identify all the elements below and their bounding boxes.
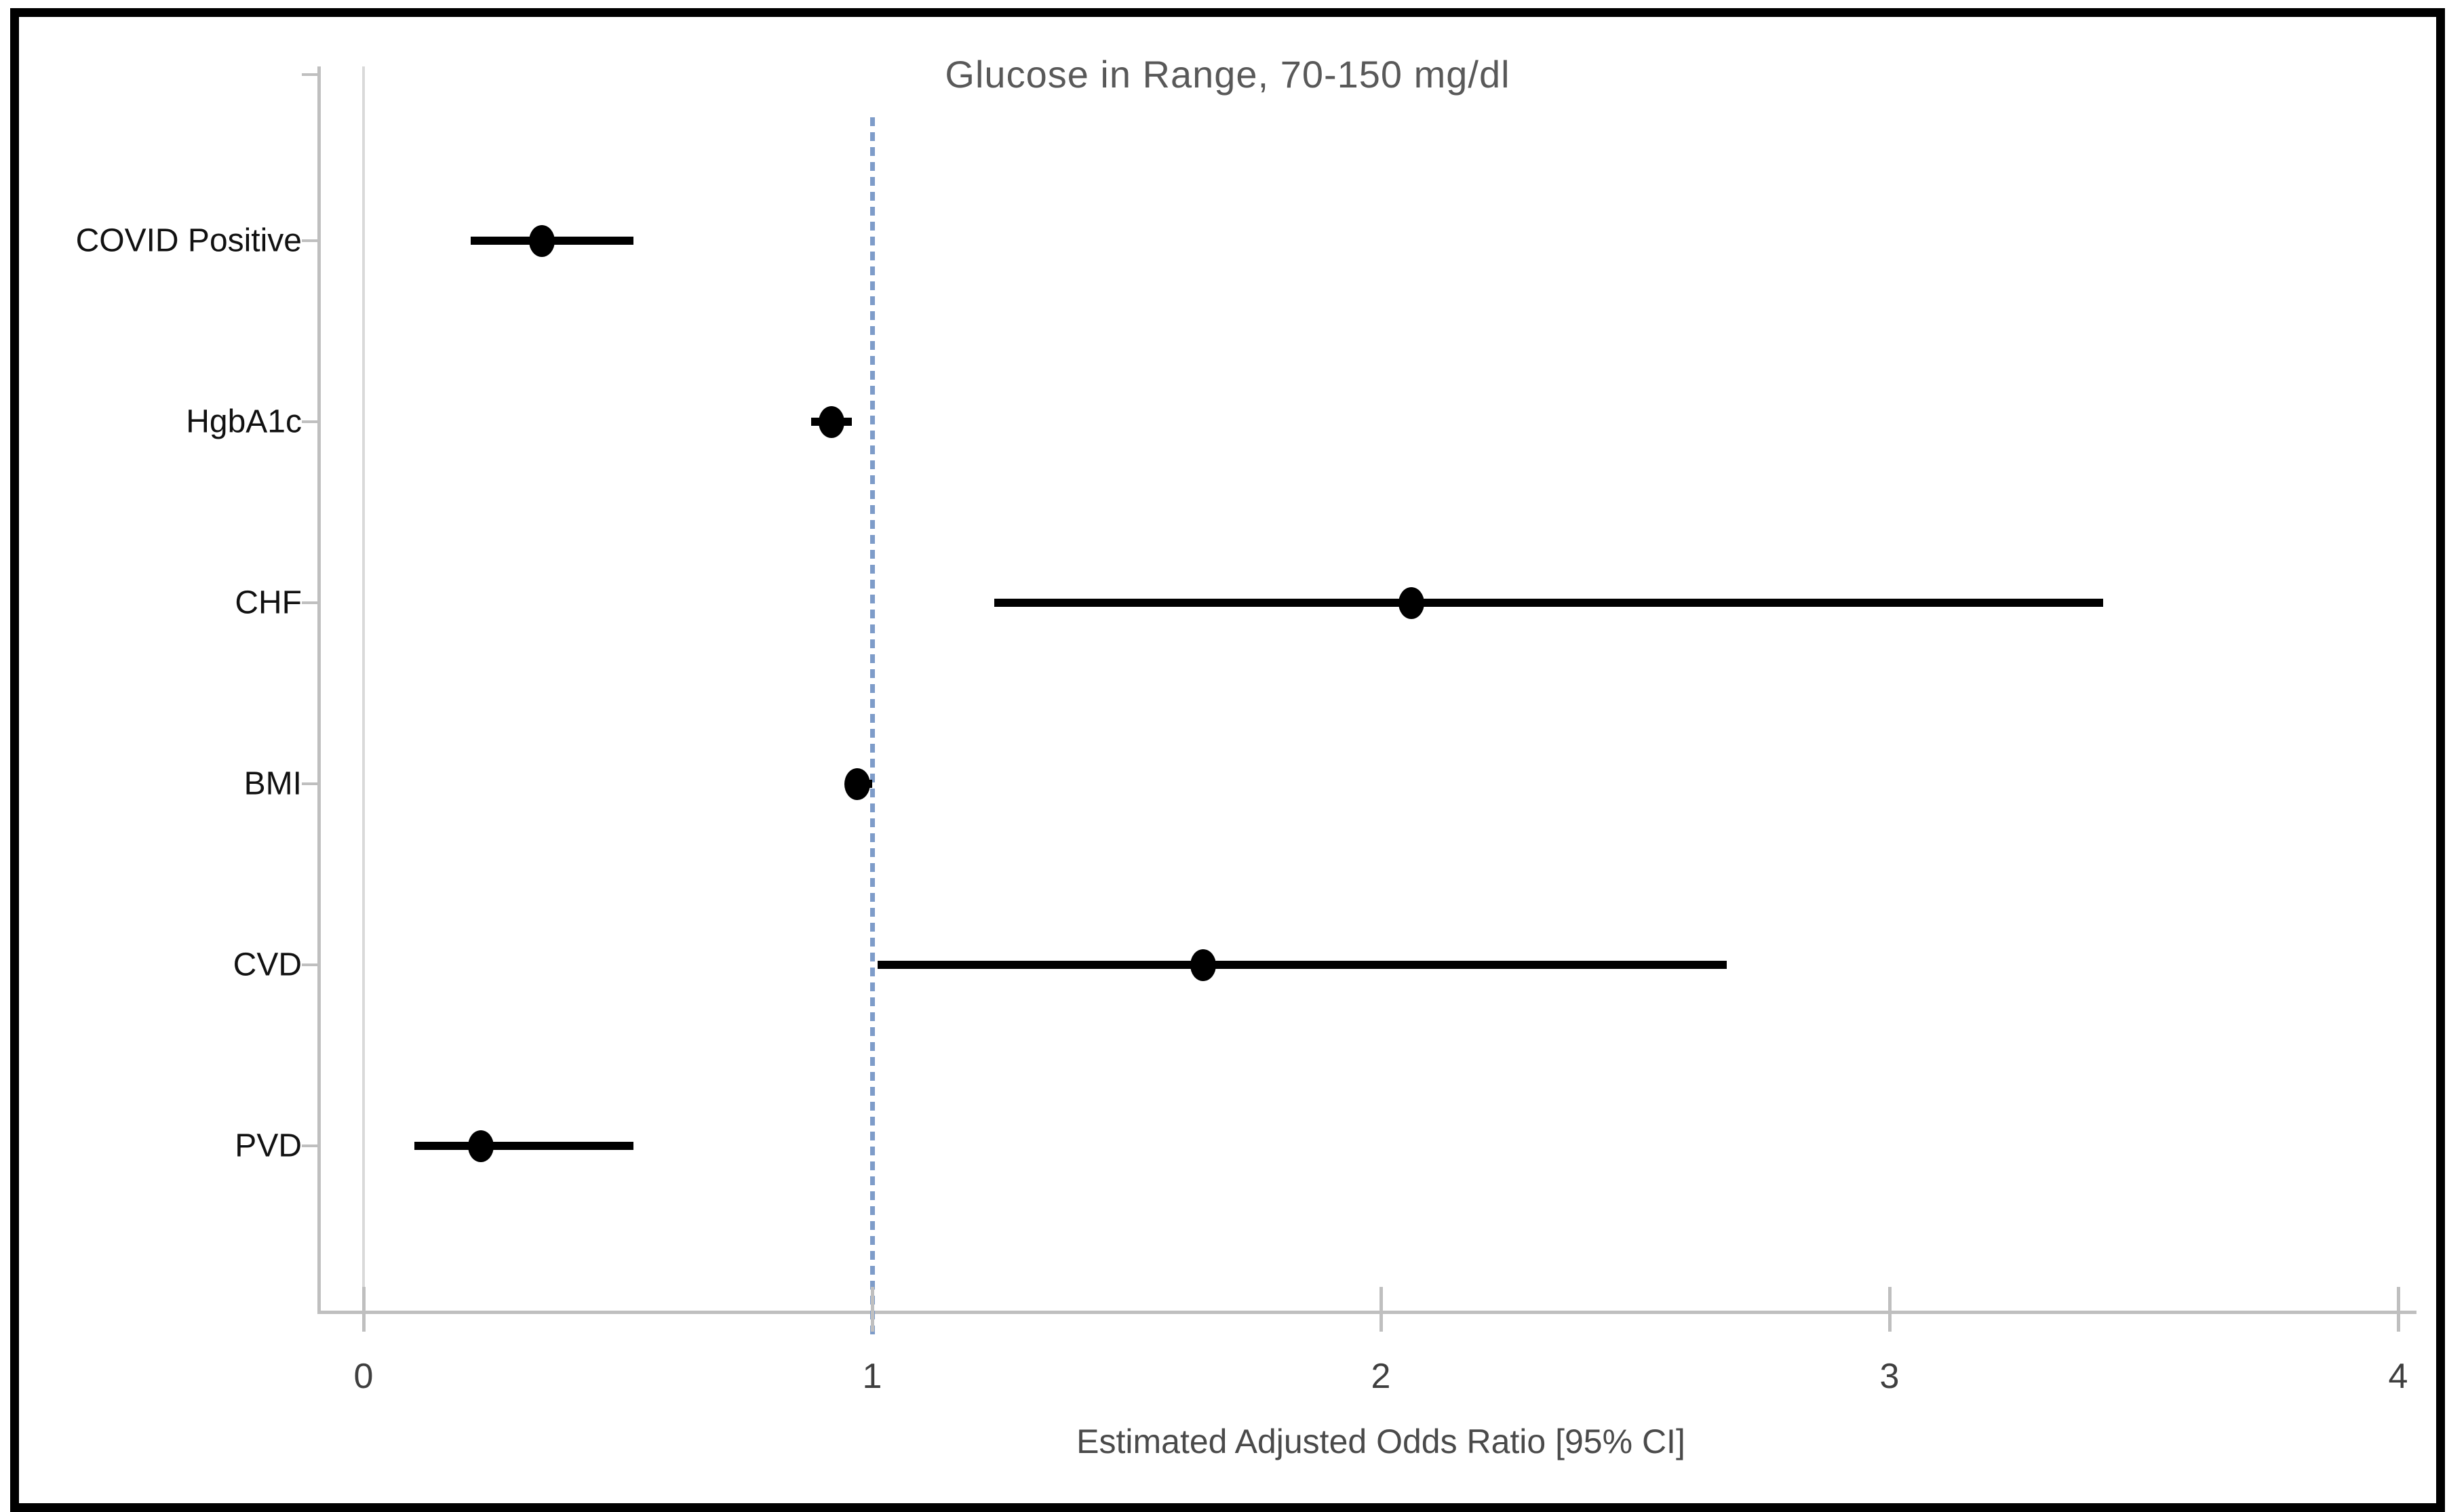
y-tick <box>302 420 319 423</box>
zero-gridline <box>362 66 365 1330</box>
odds-ratio-marker <box>1190 949 1216 981</box>
y-tick <box>302 601 319 604</box>
x-tick-label: 2 <box>1371 1357 1391 1396</box>
x-tick-label: 0 <box>353 1357 374 1396</box>
category-label: HgbA1c <box>186 403 302 440</box>
x-tick-label: 4 <box>2388 1357 2408 1396</box>
odds-ratio-marker <box>844 768 870 800</box>
figure-border: Glucose in Range, 70-150 mg/dl 0 1 2 3 4 COVI… <box>10 8 2445 1512</box>
odds-ratio-marker <box>819 405 844 438</box>
forest-plot: Glucose in Range, 70-150 mg/dl 0 1 2 3 4 COVI… <box>19 17 2436 1503</box>
x-tick-label: 1 <box>862 1357 882 1396</box>
x-tick <box>2397 1287 2400 1332</box>
odds-ratio-marker <box>528 224 555 257</box>
x-tick-label: 3 <box>1879 1357 1900 1396</box>
odds-ratio-marker <box>1398 586 1424 619</box>
y-tick <box>302 1145 319 1147</box>
ci-line <box>877 961 1727 969</box>
category-label: CHF <box>235 584 302 621</box>
y-axis-line <box>317 66 321 1313</box>
category-label: CVD <box>233 947 302 983</box>
ci-line <box>414 1142 633 1150</box>
y-tick <box>302 73 319 76</box>
x-tick <box>1888 1287 1892 1332</box>
category-label: BMI <box>243 765 302 802</box>
category-label: COVID Positive <box>75 222 302 259</box>
y-tick <box>302 963 319 966</box>
y-tick <box>302 782 319 785</box>
category-label: PVD <box>235 1128 302 1164</box>
x-axis-title: Estimated Adjusted Odds Ratio [95% CI] <box>1076 1423 1685 1460</box>
x-tick <box>871 1287 874 1332</box>
chart-title: Glucose in Range, 70-150 mg/dl <box>945 53 1510 96</box>
x-tick <box>1379 1287 1383 1332</box>
odds-ratio-marker <box>467 1130 494 1162</box>
ci-line <box>994 599 2103 607</box>
x-axis-line <box>317 1311 2416 1314</box>
y-tick <box>302 239 319 242</box>
x-tick <box>362 1287 366 1332</box>
reference-line-or-1 <box>870 117 875 1338</box>
